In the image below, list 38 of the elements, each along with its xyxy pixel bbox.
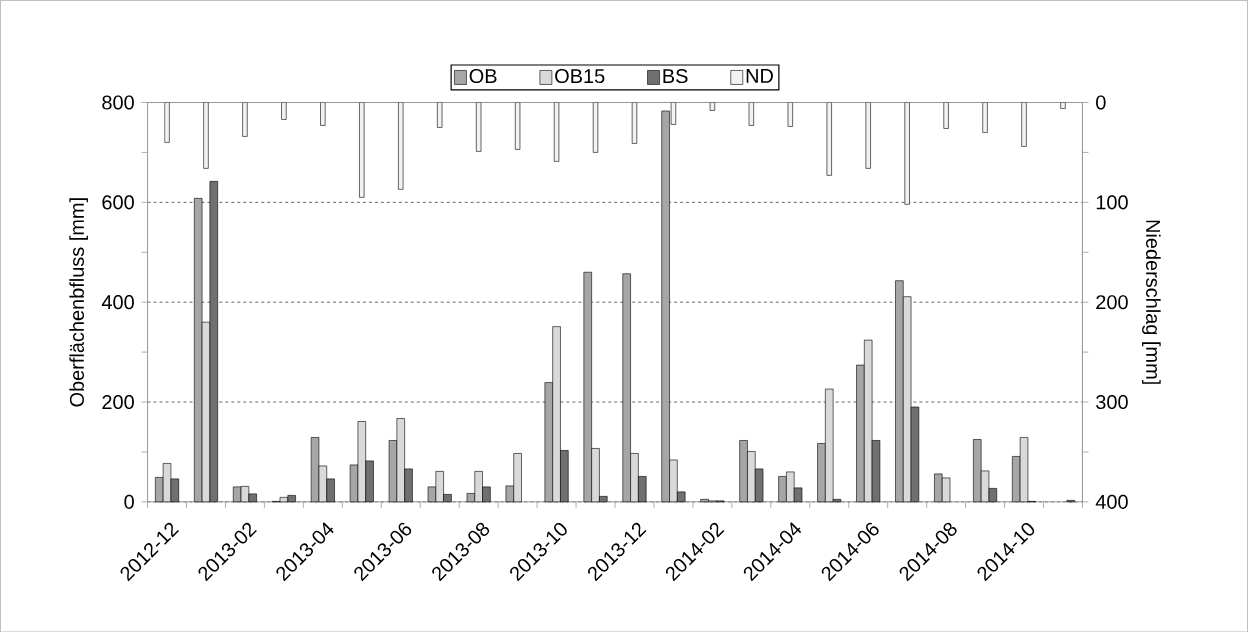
- bar: [242, 102, 248, 137]
- bar: [553, 102, 560, 162]
- y2-tick-label: 200: [1096, 294, 1128, 310]
- legend-label: ND: [746, 68, 773, 83]
- bar: [437, 102, 443, 128]
- bar: [398, 102, 404, 190]
- bar: [631, 102, 638, 144]
- bar: [865, 102, 871, 169]
- legend-label: OB: [469, 68, 497, 83]
- y2-tick-label: 400: [1095, 494, 1128, 509]
- y-tick-label: 800: [102, 95, 134, 110]
- bar: [787, 102, 793, 127]
- bar: [476, 102, 482, 152]
- bar: [1021, 102, 1027, 147]
- bar: [1060, 102, 1066, 109]
- bar: [281, 102, 287, 120]
- bar: [164, 102, 170, 143]
- legend-label: OB15: [555, 68, 605, 83]
- y-tick-label: 0: [124, 494, 134, 509]
- y2-axis-title: Niederschlag [mm]: [1142, 220, 1161, 384]
- y2-tick-label: 300: [1096, 394, 1128, 409]
- bar: [709, 102, 716, 111]
- y-tick-label: 600: [102, 195, 134, 210]
- bar: [826, 102, 832, 176]
- y2-tick-label: 100: [1096, 195, 1128, 210]
- y2-tick-label: 0: [1096, 95, 1106, 110]
- y-axis-title: Oberflächenbfluss [mm]: [69, 198, 88, 407]
- bar: [514, 102, 521, 150]
- bar: [748, 102, 754, 126]
- bar: [359, 102, 365, 198]
- bar: [592, 102, 599, 153]
- bar: [943, 102, 949, 129]
- legend-label: BS: [663, 68, 688, 83]
- bar: [320, 102, 326, 126]
- y-tick-label: 400: [101, 294, 134, 310]
- bar: [982, 102, 988, 133]
- bar: [203, 102, 209, 169]
- y-tick-label: 200: [102, 394, 134, 409]
